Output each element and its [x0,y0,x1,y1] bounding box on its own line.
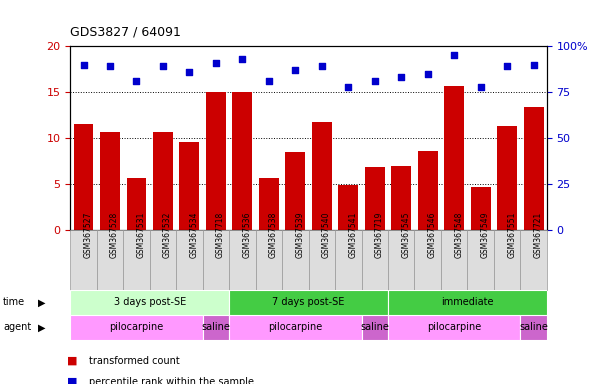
Bar [203,315,229,340]
Text: GSM367534: GSM367534 [189,212,199,258]
Bar [70,290,229,315]
Text: 3 days post-SE: 3 days post-SE [114,297,186,308]
Bar [497,126,517,230]
Bar [203,230,229,290]
Bar [229,290,388,315]
Bar [338,185,358,230]
Text: GSM367528: GSM367528 [110,212,119,258]
Text: pilocarpine: pilocarpine [427,322,481,333]
Point [423,71,433,77]
Bar [494,230,521,290]
Point [105,63,115,70]
Point [158,63,168,70]
Bar [229,230,255,290]
Text: ▶: ▶ [38,322,45,333]
Bar [418,151,437,230]
Bar [362,230,388,290]
Text: ▶: ▶ [38,297,45,308]
Bar [467,230,494,290]
Text: GSM367531: GSM367531 [136,212,145,258]
Bar [312,122,332,230]
Text: GSM367719: GSM367719 [375,212,384,258]
Bar [388,290,547,315]
Text: GSM367538: GSM367538 [269,212,278,258]
Bar [229,315,362,340]
Point [529,61,538,68]
Text: pilocarpine: pilocarpine [268,322,323,333]
Bar [70,315,203,340]
Text: GSM367536: GSM367536 [243,212,251,258]
Point [131,78,141,84]
Bar [180,142,199,230]
Point [343,84,353,90]
Bar [232,92,252,230]
Text: GSM367546: GSM367546 [428,212,437,258]
Text: 7 days post-SE: 7 days post-SE [273,297,345,308]
Point [238,56,247,62]
Bar [365,167,385,230]
Text: agent: agent [3,322,31,333]
Text: ■: ■ [67,356,78,366]
Bar [391,166,411,230]
Bar [100,132,120,230]
Bar [285,152,306,230]
Bar [255,230,282,290]
Bar [150,230,176,290]
Bar [521,315,547,340]
Text: GSM367718: GSM367718 [216,212,225,258]
Bar [282,230,309,290]
Point [211,60,221,66]
Bar [206,92,226,230]
Bar [335,230,362,290]
Bar [521,230,547,290]
Bar [414,230,441,290]
Bar [470,187,491,230]
Text: saline: saline [360,322,389,333]
Bar [524,107,544,230]
Text: GSM367721: GSM367721 [533,212,543,258]
Bar [97,230,123,290]
Text: percentile rank within the sample: percentile rank within the sample [89,377,254,384]
Text: GDS3827 / 64091: GDS3827 / 64091 [70,25,181,38]
Text: GSM367549: GSM367549 [481,212,489,258]
Text: immediate: immediate [441,297,494,308]
Text: GSM367545: GSM367545 [401,212,410,258]
Bar [73,124,93,230]
Point [264,78,274,84]
Text: GSM367548: GSM367548 [454,212,463,258]
Text: ■: ■ [67,377,78,384]
Text: GSM367551: GSM367551 [507,212,516,258]
Bar [444,86,464,230]
Bar [309,230,335,290]
Text: GSM367539: GSM367539 [295,212,304,258]
Point [476,84,486,90]
Point [79,61,89,68]
Bar [126,178,147,230]
Text: GSM367532: GSM367532 [163,212,172,258]
Point [185,69,194,75]
Bar [153,132,173,230]
Point [370,78,379,84]
Text: pilocarpine: pilocarpine [109,322,164,333]
Bar [70,230,97,290]
Point [317,63,327,70]
Point [449,52,459,58]
Point [397,74,406,81]
Bar [388,230,414,290]
Text: GSM367541: GSM367541 [348,212,357,258]
Text: transformed count: transformed count [89,356,180,366]
Text: time: time [3,297,25,308]
Bar [259,178,279,230]
Point [502,63,512,70]
Bar [123,230,150,290]
Bar [176,230,203,290]
Bar [362,315,388,340]
Point [290,67,300,73]
Text: GSM367527: GSM367527 [84,212,92,258]
Bar [441,230,467,290]
Bar [388,315,521,340]
Text: saline: saline [519,322,548,333]
Text: GSM367540: GSM367540 [322,212,331,258]
Text: saline: saline [202,322,230,333]
